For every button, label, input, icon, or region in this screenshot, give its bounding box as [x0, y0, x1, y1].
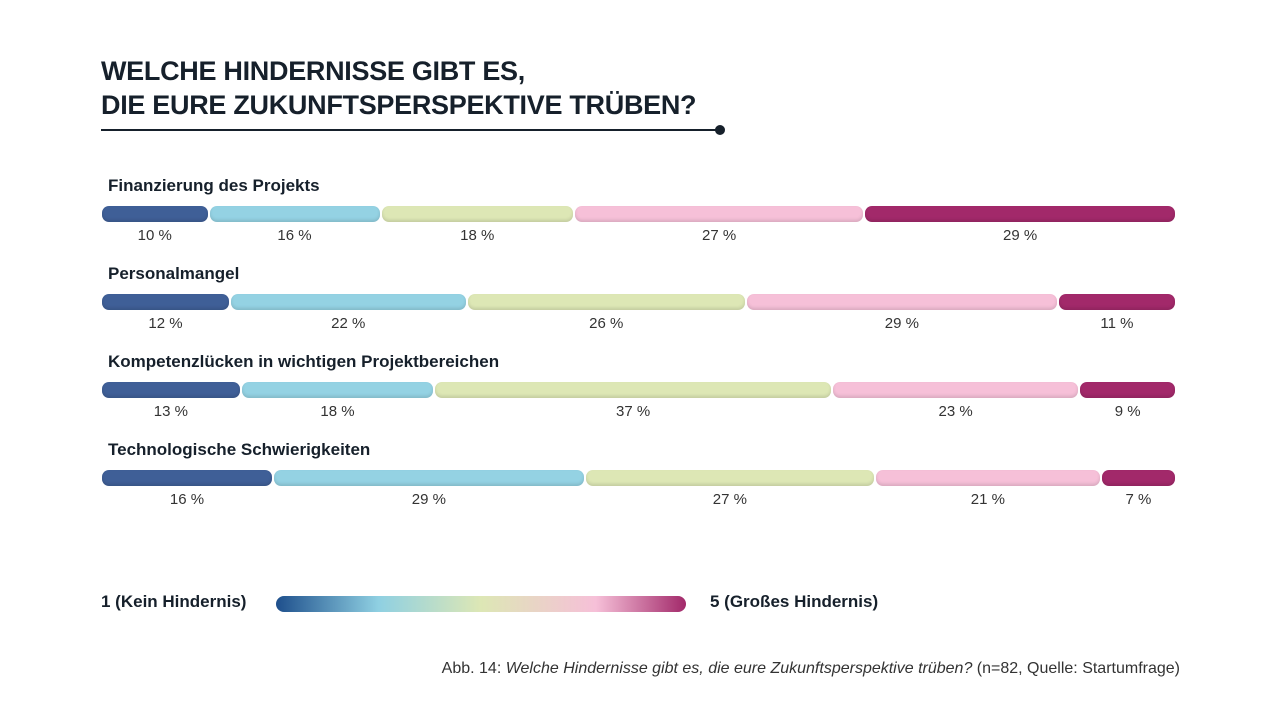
- data-label: 10 %: [137, 227, 172, 244]
- bar-segment-1: [102, 470, 272, 486]
- data-label: 26 %: [589, 315, 624, 332]
- data-label: 12 %: [148, 315, 183, 332]
- data-label: 22 %: [331, 315, 366, 332]
- bar-segment-3: [585, 470, 874, 486]
- bar-segment-4: [747, 294, 1057, 310]
- data-label: 9 %: [1114, 403, 1141, 420]
- legend-high-label: 5 (Großes Hindernis): [710, 592, 879, 611]
- data-label: 16 %: [169, 491, 205, 508]
- bar-segment-3: [381, 206, 573, 222]
- stacked-bar: [101, 470, 1176, 486]
- bar-segment-2: [274, 470, 584, 486]
- data-label: 18 %: [320, 403, 355, 420]
- data-label: 27 %: [702, 227, 737, 244]
- stacked-bar: [101, 206, 1176, 222]
- data-label: 16 %: [277, 227, 312, 244]
- bar-segment-4: [575, 206, 864, 222]
- bar-segment-4: [876, 470, 1100, 486]
- stacked-bar: [101, 382, 1176, 398]
- title-line-1: WELCHE HINDERNISSE GIBT ES,: [101, 56, 525, 86]
- data-label: 21 %: [970, 491, 1005, 508]
- data-label: 23 %: [938, 403, 973, 420]
- chart-title: WELCHE HINDERNISSE GIBT ES, DIE EURE ZUKU…: [101, 54, 697, 122]
- bar-segment-5: [1101, 470, 1175, 486]
- row-title: Kompetenzlücken in wichtigen Projektbere…: [108, 352, 500, 371]
- stacked-bar: [101, 294, 1176, 310]
- data-label: 11 %: [1100, 315, 1134, 332]
- caption-question: Welche Hindernisse gibt es, die eure Zuk…: [505, 660, 973, 677]
- title-underline: [101, 129, 719, 131]
- bar-segment-3: [467, 294, 745, 310]
- bar-segment-2: [209, 206, 380, 222]
- row-title: Technologische Schwierigkeiten: [108, 440, 371, 459]
- data-label: 27 %: [712, 491, 747, 508]
- data-label: 29 %: [1003, 227, 1038, 244]
- bar-segment-1: [102, 382, 240, 398]
- legend-gradient-bar: [276, 596, 686, 612]
- legend-low-label: 1 (Kein Hindernis): [101, 592, 247, 611]
- data-label: 29 %: [884, 315, 919, 332]
- title-underline-dot: [715, 125, 725, 135]
- title-line-2: DIE EURE ZUKUNFTSPERSPEKTIVE TRÜBEN?: [101, 90, 697, 120]
- data-label: 37 %: [616, 403, 651, 420]
- row-title: Personalmangel: [108, 264, 240, 283]
- bar-segment-5: [1058, 294, 1175, 310]
- figure-caption: Abb. 14: Welche Hindernisse gibt es, die…: [442, 660, 1180, 678]
- data-label: 7 %: [1125, 491, 1152, 508]
- bar-segment-5: [865, 206, 1175, 222]
- data-label: 29 %: [411, 491, 446, 508]
- bar-segment-1: [102, 294, 229, 310]
- bar-segment-1: [102, 206, 208, 222]
- bar-segment-2: [241, 382, 434, 398]
- data-label: 13 %: [153, 403, 188, 420]
- caption-source: (n=82, Quelle: Startumfrage): [972, 660, 1180, 677]
- row-title: Finanzierung des Projekts: [108, 176, 320, 195]
- bar-segment-3: [435, 382, 831, 398]
- bar-segment-5: [1080, 382, 1175, 398]
- data-label: 18 %: [460, 227, 495, 244]
- bar-segment-4: [833, 382, 1079, 398]
- caption-prefix: Abb. 14:: [441, 660, 506, 677]
- bar-segment-2: [231, 294, 466, 310]
